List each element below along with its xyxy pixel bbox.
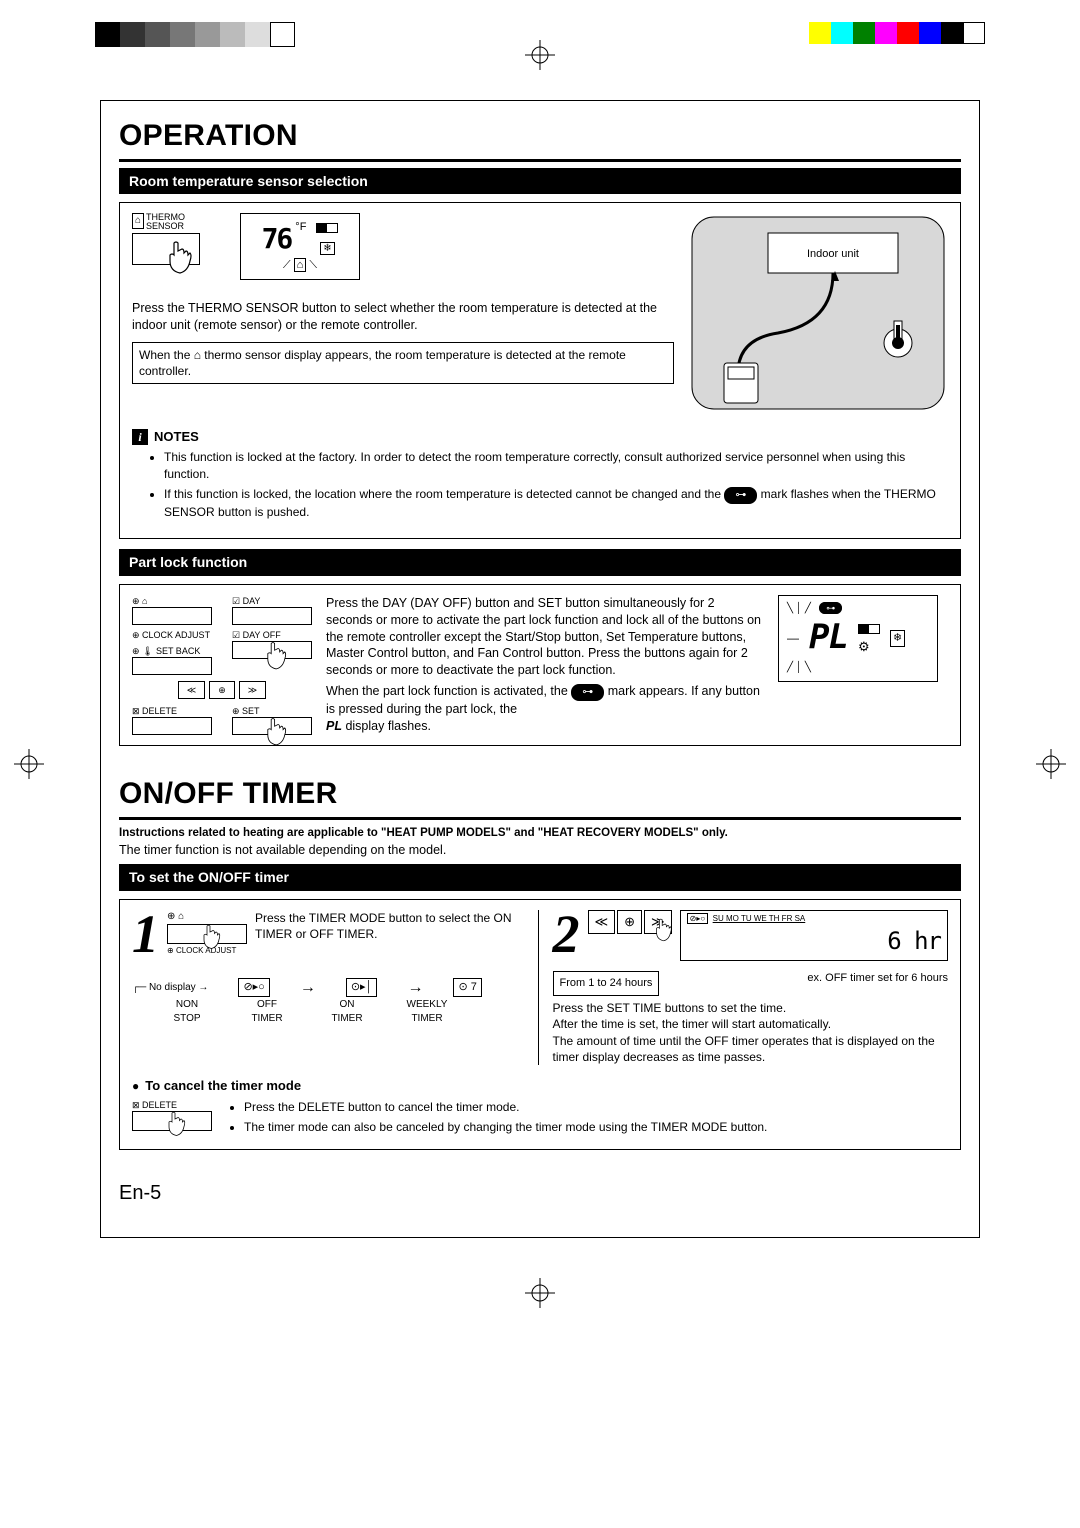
step2-t1: Press the SET TIME buttons to set the ti… — [553, 1000, 949, 1016]
cancel-heading: To cancel the timer mode — [132, 1077, 948, 1095]
pointing-hand-icon — [651, 917, 679, 945]
timer-panel: 1 ⊕ ⌂ ⊕ CLOCK ADJUST Press the TIMER MOD… — [119, 899, 961, 1150]
part-lock-lcd: ╲ │ ╱ ⊶ — PL ⚙ ❄ ╱ │ ╲ — [778, 595, 948, 736]
snow-icon: ❄ — [320, 242, 334, 255]
step2-lcd: ⊘▸○ SU MO TU WE TH FR SA 6 hr — [680, 910, 948, 961]
crosshair-icon — [14, 749, 44, 779]
step2-t2: After the time is set, the timer will st… — [553, 1016, 949, 1032]
notes-list: This function is locked at the factory. … — [164, 449, 948, 519]
step2-example: ex. OFF timer set for 6 hours — [669, 971, 948, 986]
timer-set-heading: To set the ON/OFF timer — [119, 864, 961, 891]
lcd-temp-value: 76 — [262, 220, 292, 258]
timer-title: ON/OFF TIMER — [119, 774, 961, 820]
thermo-sensor-button-graphic: ⌂ THERMO SENSOR — [132, 213, 200, 270]
timer-intro-plain: The timer function is not available depe… — [119, 842, 961, 859]
step2-t3: The amount of time until the OFF timer o… — [553, 1033, 949, 1065]
part-lock-panel: ⊕ ⌂ ⊕ CLOCK ADJUST ⊕ 🌡 SET BACK ☑ DAY ☑ … — [119, 584, 961, 747]
indoor-unit-diagram: Indoor unit — [688, 213, 948, 418]
lcd-temp-unit: °F — [295, 220, 306, 235]
pointing-hand-icon — [198, 923, 228, 953]
print-marks-bottom — [0, 1258, 1080, 1348]
snow-icon: ❄ — [890, 630, 905, 647]
step2-button-graphic: ≪ ⊕ ≫ — [588, 910, 672, 934]
grayscale-strip — [95, 22, 295, 47]
step2-number: 2 — [553, 910, 580, 959]
crosshair-icon — [1036, 749, 1066, 779]
cancel-bullet: The timer mode can also be canceled by c… — [244, 1119, 767, 1135]
page-number: En-5 — [119, 1180, 961, 1207]
thermo-icon: ⌂ — [132, 213, 144, 229]
operation-title: OPERATION — [119, 116, 961, 162]
step1-text: Press the TIMER MODE button to select th… — [255, 910, 528, 959]
pointing-hand-icon — [162, 239, 202, 279]
print-marks-top — [0, 0, 1080, 70]
cancel-bullet: Press the DELETE button to cancel the ti… — [244, 1099, 767, 1115]
lcd-display: 76 °F ❄ ⟋ ⌂ ⟍ — [240, 213, 360, 280]
room-sensor-panel: ⌂ THERMO SENSOR — [119, 202, 961, 539]
notes-header: i NOTES — [132, 428, 948, 446]
step1-number: 1 — [132, 910, 159, 959]
timer-mode-flow: ┌─ No display → ⊘▸○→ ⊙▸│→ ⊙ 7 — [132, 977, 528, 999]
thermo-label-bottom: SENSOR — [146, 222, 185, 231]
lock-mark-icon — [724, 487, 757, 504]
crosshair-icon — [525, 1278, 555, 1308]
step1-button-graphic: ⊕ ⌂ ⊕ CLOCK ADJUST — [167, 910, 247, 959]
room-sensor-text: Press the THERMO SENSOR button to select… — [132, 300, 674, 334]
room-sensor-framed-note: When the ⌂ thermo sensor display appears… — [132, 342, 674, 384]
lock-mark-icon — [571, 684, 604, 701]
step2-range: From 1 to 24 hours — [553, 971, 660, 996]
pointing-hand-icon — [261, 716, 295, 750]
room-sensor-heading: Room temperature sensor selection — [119, 168, 961, 195]
part-lock-text3: PL display flashes. — [326, 718, 764, 735]
timer-intro-bold: Instructions related to heating are appl… — [119, 827, 728, 839]
fan-icon: ⚙ — [858, 639, 870, 654]
remote-buttons-graphic: ⊕ ⌂ ⊕ CLOCK ADJUST ⊕ 🌡 SET BACK ☑ DAY ☑ … — [132, 595, 312, 736]
notes-item: If this function is locked, the location… — [164, 486, 948, 520]
part-lock-heading: Part lock function — [119, 549, 961, 576]
crosshair-icon — [525, 40, 555, 70]
pointing-hand-icon — [163, 1110, 193, 1140]
diagram-indoor-label: Indoor unit — [807, 248, 859, 260]
notes-label: NOTES — [154, 428, 199, 446]
info-icon: i — [132, 429, 148, 445]
notes-item: This function is locked at the factory. … — [164, 449, 948, 481]
cancel-bullets: Press the DELETE button to cancel the ti… — [244, 1099, 767, 1139]
part-lock-text1: Press the DAY (DAY OFF) button and SET b… — [326, 595, 764, 679]
page-frame: OPERATION Room temperature sensor select… — [100, 100, 980, 1238]
part-lock-text2: When the part lock function is activated… — [326, 683, 764, 718]
cancel-button-graphic: ⊠ DELETE — [132, 1099, 212, 1139]
pointing-hand-icon — [261, 640, 295, 674]
color-strip — [809, 22, 985, 44]
